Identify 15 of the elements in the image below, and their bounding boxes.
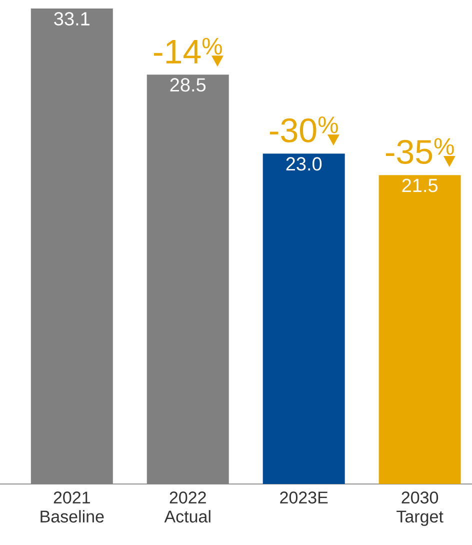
data-label: 28.5 bbox=[170, 78, 206, 92]
x-tick-label: 2022 Actual bbox=[164, 492, 210, 523]
annotation: -35$^{%}$ bbox=[386, 138, 454, 164]
x-tick-label: 2021 Baseline bbox=[40, 492, 104, 523]
x-tick-label: 2030 Target bbox=[396, 492, 444, 526]
bar bbox=[30, 8, 113, 484]
bar bbox=[378, 175, 461, 484]
bar bbox=[262, 154, 345, 484]
data-label: 21.5 bbox=[402, 178, 438, 192]
annotation: -14$^{%}$ bbox=[154, 38, 222, 64]
data-label: 23.0 bbox=[286, 157, 322, 171]
x-tick-label: 2023E bbox=[280, 492, 328, 504]
bar bbox=[146, 74, 229, 484]
annotation: -30$^{%}$ bbox=[270, 116, 338, 142]
data-label: 33.1 bbox=[54, 12, 90, 26]
